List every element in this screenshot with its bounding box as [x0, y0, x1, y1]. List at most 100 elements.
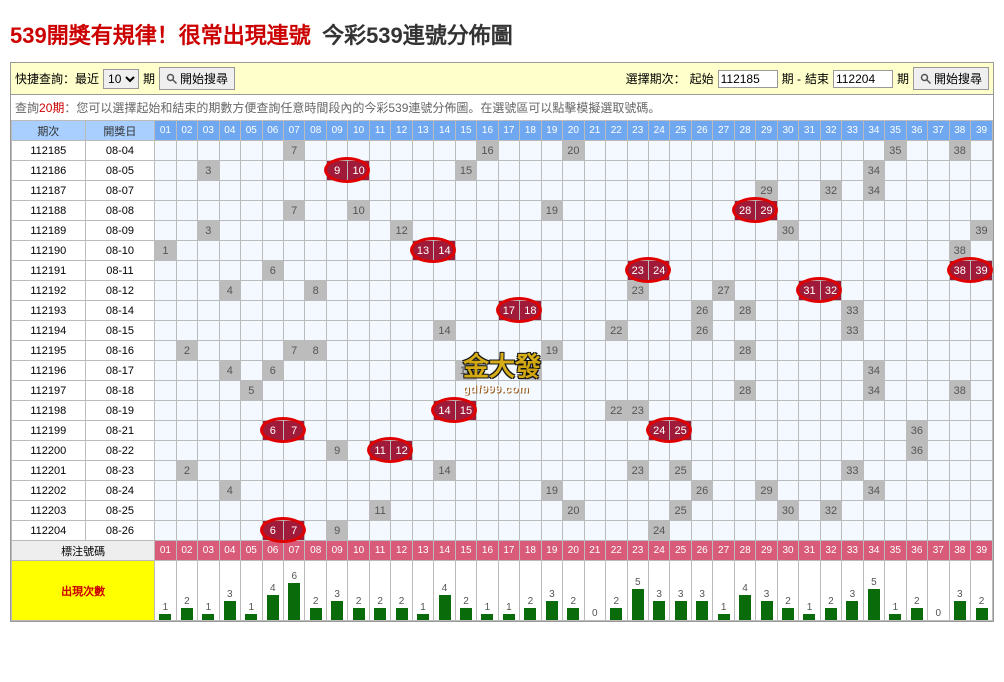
num-cell[interactable]: [412, 361, 433, 381]
mark-num[interactable]: 01: [155, 541, 176, 561]
num-cell[interactable]: [928, 321, 949, 341]
num-cell[interactable]: [648, 281, 669, 301]
num-cell[interactable]: [606, 161, 627, 181]
num-cell[interactable]: [541, 521, 562, 541]
mark-num[interactable]: 20: [563, 541, 584, 561]
num-cell[interactable]: [606, 481, 627, 501]
num-cell[interactable]: [348, 481, 369, 501]
num-cell[interactable]: [928, 441, 949, 461]
num-cell[interactable]: [369, 361, 390, 381]
num-cell[interactable]: [498, 221, 519, 241]
num-cell[interactable]: [241, 481, 262, 501]
num-cell[interactable]: [563, 301, 584, 321]
num-cell[interactable]: [498, 421, 519, 441]
num-cell[interactable]: 23: [627, 401, 648, 421]
num-cell[interactable]: [799, 441, 820, 461]
num-cell[interactable]: [777, 521, 798, 541]
num-cell[interactable]: [498, 521, 519, 541]
num-cell[interactable]: [627, 161, 648, 181]
num-cell[interactable]: [326, 241, 347, 261]
num-cell[interactable]: [348, 421, 369, 441]
num-cell[interactable]: [928, 161, 949, 181]
num-cell[interactable]: [284, 301, 305, 321]
num-cell[interactable]: [284, 261, 305, 281]
num-cell[interactable]: [820, 361, 841, 381]
num-cell[interactable]: [670, 201, 691, 221]
num-cell[interactable]: [455, 461, 476, 481]
num-cell[interactable]: [219, 161, 240, 181]
num-cell[interactable]: 34: [863, 481, 884, 501]
num-cell[interactable]: [928, 181, 949, 201]
num-cell[interactable]: 29: [756, 481, 777, 501]
num-cell[interactable]: [670, 401, 691, 421]
num-cell[interactable]: [262, 241, 283, 261]
num-cell[interactable]: [584, 321, 605, 341]
num-cell[interactable]: [369, 461, 390, 481]
num-cell[interactable]: [348, 461, 369, 481]
num-cell[interactable]: 20: [563, 141, 584, 161]
num-cell[interactable]: 26: [691, 481, 712, 501]
num-cell[interactable]: [176, 301, 197, 321]
num-cell[interactable]: [971, 321, 993, 341]
num-cell[interactable]: [498, 321, 519, 341]
num-cell[interactable]: [928, 461, 949, 481]
num-cell[interactable]: [691, 361, 712, 381]
num-cell[interactable]: 7: [284, 141, 305, 161]
num-cell[interactable]: [326, 301, 347, 321]
num-cell[interactable]: 30: [777, 501, 798, 521]
num-cell[interactable]: [219, 401, 240, 421]
num-cell[interactable]: [498, 261, 519, 281]
num-cell[interactable]: [541, 141, 562, 161]
num-cell[interactable]: [734, 321, 755, 341]
num-cell[interactable]: [842, 501, 863, 521]
num-cell[interactable]: [369, 381, 390, 401]
num-cell[interactable]: [262, 181, 283, 201]
num-cell[interactable]: [734, 241, 755, 261]
num-cell[interactable]: [928, 361, 949, 381]
num-cell[interactable]: 14: [434, 401, 455, 421]
num-cell[interactable]: [928, 261, 949, 281]
num-cell[interactable]: [412, 181, 433, 201]
num-cell[interactable]: [412, 261, 433, 281]
num-cell[interactable]: [520, 281, 541, 301]
num-cell[interactable]: 22: [606, 321, 627, 341]
num-cell[interactable]: [928, 141, 949, 161]
num-cell[interactable]: [863, 421, 884, 441]
num-cell[interactable]: [691, 381, 712, 401]
num-cell[interactable]: [756, 381, 777, 401]
num-cell[interactable]: [219, 301, 240, 321]
num-cell[interactable]: [799, 521, 820, 541]
num-cell[interactable]: [734, 141, 755, 161]
range-search-button[interactable]: 開始搜尋: [913, 67, 989, 90]
num-cell[interactable]: [799, 361, 820, 381]
num-cell[interactable]: [606, 361, 627, 381]
num-cell[interactable]: [348, 141, 369, 161]
num-cell[interactable]: [949, 361, 970, 381]
num-cell[interactable]: [326, 381, 347, 401]
num-cell[interactable]: [284, 241, 305, 261]
num-cell[interactable]: [906, 481, 927, 501]
num-cell[interactable]: [949, 401, 970, 421]
num-cell[interactable]: 6: [262, 261, 283, 281]
num-cell[interactable]: [648, 321, 669, 341]
num-cell[interactable]: [391, 161, 412, 181]
num-cell[interactable]: [734, 481, 755, 501]
num-cell[interactable]: [412, 201, 433, 221]
num-cell[interactable]: [799, 461, 820, 481]
num-cell[interactable]: [498, 381, 519, 401]
num-cell[interactable]: [648, 161, 669, 181]
num-cell[interactable]: [606, 181, 627, 201]
num-cell[interactable]: [971, 161, 993, 181]
num-cell[interactable]: [326, 221, 347, 241]
num-cell[interactable]: 10: [348, 161, 369, 181]
num-cell[interactable]: [885, 361, 906, 381]
num-cell[interactable]: [477, 461, 498, 481]
num-cell[interactable]: [799, 321, 820, 341]
num-cell[interactable]: [369, 181, 390, 201]
num-cell[interactable]: [584, 381, 605, 401]
num-cell[interactable]: [906, 161, 927, 181]
num-cell[interactable]: [949, 181, 970, 201]
end-period-input[interactable]: [833, 70, 893, 88]
num-cell[interactable]: [219, 341, 240, 361]
num-cell[interactable]: [348, 401, 369, 421]
